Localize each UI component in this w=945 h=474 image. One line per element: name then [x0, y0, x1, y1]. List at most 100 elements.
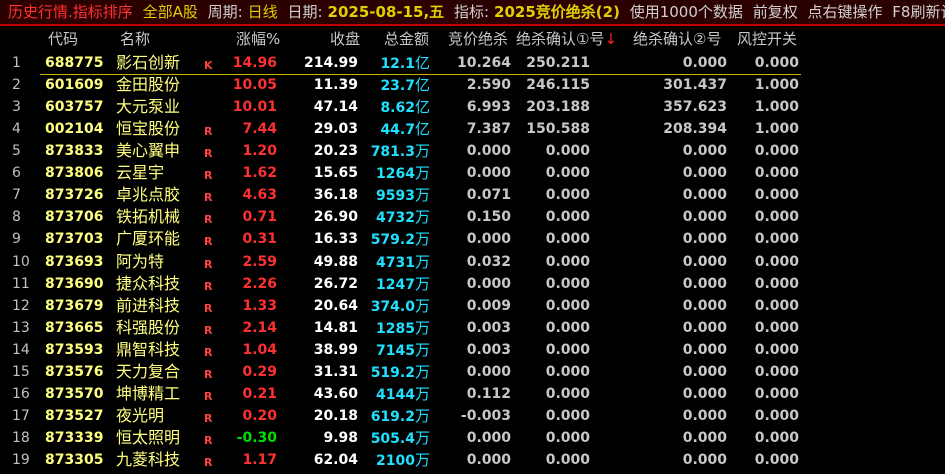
auction-kill-value: 7.387 — [466, 121, 511, 138]
change-pct: 1.62 — [242, 165, 277, 182]
table-row[interactable]: 17 873527 夜光明 R 0.20 20.18 -0.003 0.000 0.000 0.0… — [0, 405, 945, 427]
amount-number: 519.2 — [370, 364, 415, 381]
table-row[interactable]: 15 873576 天力复合 R 0.29 31.31 0.000 0.000 0.000 0.0… — [0, 361, 945, 383]
amount-number: 12.1 — [380, 56, 415, 72]
change-pct: 10.05 — [232, 77, 277, 94]
row-index: 13 — [12, 319, 30, 336]
date-value[interactable]: 2025-08-15,五 — [327, 3, 445, 21]
table-row[interactable]: 8 873706 铁拓机械 R 0.71 26.90 0.150 0.000 0.000 0.00… — [0, 206, 945, 228]
change-pct: -0.30 — [236, 430, 277, 447]
close-price: 43.60 — [313, 385, 358, 402]
stock-code: 873576 — [45, 363, 104, 380]
col-change[interactable]: 涨幅% — [236, 30, 281, 48]
auction-kill-value: 6.993 — [466, 99, 511, 116]
row-index: 5 — [12, 143, 21, 160]
auction-kill-value: 0.000 — [466, 165, 511, 182]
stock-code: 873726 — [45, 187, 104, 204]
confirm-2-value: 0.000 — [682, 55, 727, 71]
stock-code: 601609 — [45, 77, 104, 94]
col-code[interactable]: 代码 — [48, 30, 79, 48]
auction-kill-value: 2.590 — [466, 77, 511, 94]
confirm-1-value: 0.000 — [545, 319, 590, 336]
table-row[interactable]: 2 601609 金田股份 10.05 11.39 2.590 246.115 301.437… — [0, 74, 945, 96]
period-value[interactable]: 日线 — [247, 3, 278, 21]
date-label: 日期: — [287, 3, 323, 21]
table-row[interactable]: 16 873570 坤博精工 R 0.21 43.60 0.112 0.000 0.000 0.0… — [0, 383, 945, 405]
risk-switch-value: 0.000 — [754, 319, 799, 336]
close-price: 16.33 — [313, 231, 358, 248]
row-index: 7 — [12, 187, 21, 204]
flag-badge: R — [204, 235, 213, 249]
col-auction-kill[interactable]: 竞价绝杀 — [448, 30, 509, 48]
table-row[interactable]: 18 873339 恒太照明 R -0.30 9.98 0.000 0.000 0.000 0.0… — [0, 427, 945, 449]
indicator-value[interactable]: 2025竞价绝杀(2) — [494, 3, 620, 21]
risk-switch-value: 0.000 — [754, 452, 799, 469]
amount-unit: 亿 — [414, 54, 430, 72]
flag-badge: R — [204, 301, 213, 315]
confirm-2-value: 0.000 — [682, 319, 727, 336]
table-row[interactable]: 14 873593 鼎智科技 R 1.04 38.99 0.003 0.000 0.000 0.0… — [0, 339, 945, 361]
confirm-1-value: 0.000 — [545, 363, 590, 380]
confirm-2-value: 0.000 — [682, 341, 727, 358]
table-row[interactable]: 6 873806 云星宇 R 1.62 15.65 0.000 0.000 0.000 0.000… — [0, 162, 945, 184]
stock-name: 鼎智科技 — [116, 339, 181, 359]
table-row[interactable]: 9 873703 广厦环能 R 0.31 16.33 0.000 0.000 0.000 0.00… — [0, 228, 945, 250]
confirm-2-value: 357.623 — [663, 99, 727, 116]
amount-number: 23.7 — [380, 78, 415, 95]
amount-unit: 万 — [414, 252, 430, 271]
column-header: 代码 名称 涨幅% 收盘 总金额 竞价绝杀 绝杀确认①号↓ 绝杀确认②号 风控开… — [0, 28, 945, 50]
table-row[interactable]: 3 603757 大元泵业 10.01 47.14 6.993 203.188 357.623… — [0, 96, 945, 118]
confirm-2-value: 0.000 — [682, 209, 727, 226]
col-close[interactable]: 收盘 — [330, 30, 361, 48]
stock-name: 铁拓机械 — [116, 207, 181, 227]
amount-unit: 亿 — [414, 120, 430, 139]
table-row[interactable]: 4 002104 恒宝股份 R 7.44 29.03 7.387 150.588 208.394… — [0, 118, 945, 140]
right-click-hint: 点右键操作 — [807, 3, 883, 21]
col-risk-switch[interactable]: 风控开关 — [737, 30, 798, 48]
table-row[interactable]: 12 873679 前进科技 R 1.33 20.64 0.009 0.000 0.000 0.0… — [0, 295, 945, 317]
confirm-1-value: 150.588 — [526, 121, 590, 138]
total-amount: 1247万 — [376, 273, 430, 296]
risk-switch-value: 0.000 — [754, 430, 799, 447]
col-confirm-1[interactable]: 绝杀确认①号↓ — [516, 30, 618, 48]
total-amount: 23.7亿 — [380, 74, 430, 97]
row-index: 4 — [12, 121, 21, 138]
stock-name: 捷众科技 — [116, 273, 181, 293]
close-price: 49.88 — [313, 253, 358, 270]
amount-number: 2100 — [376, 453, 415, 470]
change-pct: 1.20 — [242, 143, 277, 160]
close-price: 15.65 — [313, 165, 358, 182]
confirm-1-value: 0.000 — [545, 452, 590, 469]
flag-badge: R — [204, 323, 213, 337]
amount-unit: 万 — [414, 429, 430, 448]
market-selector[interactable]: 全部A股 — [142, 3, 198, 21]
col-confirm-2[interactable]: 绝杀确认②号 — [633, 30, 722, 48]
amount-number: 505.4 — [370, 431, 415, 448]
flag-badge: R — [204, 367, 213, 381]
total-amount: 2100万 — [376, 449, 430, 472]
risk-switch-value: 0.000 — [754, 341, 799, 358]
change-pct: 0.31 — [242, 231, 277, 248]
table-row[interactable]: 7 873726 卓兆点胶 R 4.63 36.18 0.071 0.000 0.000 0.00… — [0, 184, 945, 206]
table-row[interactable]: 10 873693 阿为特 R 2.59 49.88 0.032 0.000 0.000 0.00… — [0, 251, 945, 273]
flag-badge: R — [204, 125, 213, 139]
amount-unit: 万 — [414, 142, 430, 161]
col-name[interactable]: 名称 — [120, 30, 151, 48]
stock-code: 688775 — [45, 55, 104, 71]
col-amount[interactable]: 总金额 — [384, 30, 430, 48]
table-row[interactable]: 1 688775 影石创新 K 14.96 214.99 10.264 250.211 0.00… — [0, 52, 945, 75]
flag-badge: R — [204, 213, 213, 227]
change-pct: 1.33 — [242, 297, 277, 314]
flag-badge: R — [204, 257, 213, 271]
total-amount: 1285万 — [376, 317, 430, 340]
table-row[interactable]: 5 873833 美心翼申 R 1.20 20.23 0.000 0.000 0.000 0.00… — [0, 140, 945, 162]
table-row[interactable]: 19 873305 九菱科技 R 1.17 62.04 0.000 0.000 0.000 0.0… — [0, 449, 945, 471]
amount-unit: 万 — [414, 406, 430, 425]
stock-name: 科强股份 — [116, 317, 181, 337]
table-row[interactable]: 13 873665 科强股份 R 2.14 14.81 0.003 0.000 0.000 0.0… — [0, 317, 945, 339]
table-row[interactable]: 11 873690 捷众科技 R 2.26 26.72 0.000 0.000 0.000 0.0… — [0, 273, 945, 295]
stock-name: 美心翼申 — [116, 141, 181, 161]
amount-number: 374.0 — [370, 298, 415, 315]
close-price: 26.90 — [313, 209, 358, 226]
amount-number: 4731 — [376, 254, 415, 271]
